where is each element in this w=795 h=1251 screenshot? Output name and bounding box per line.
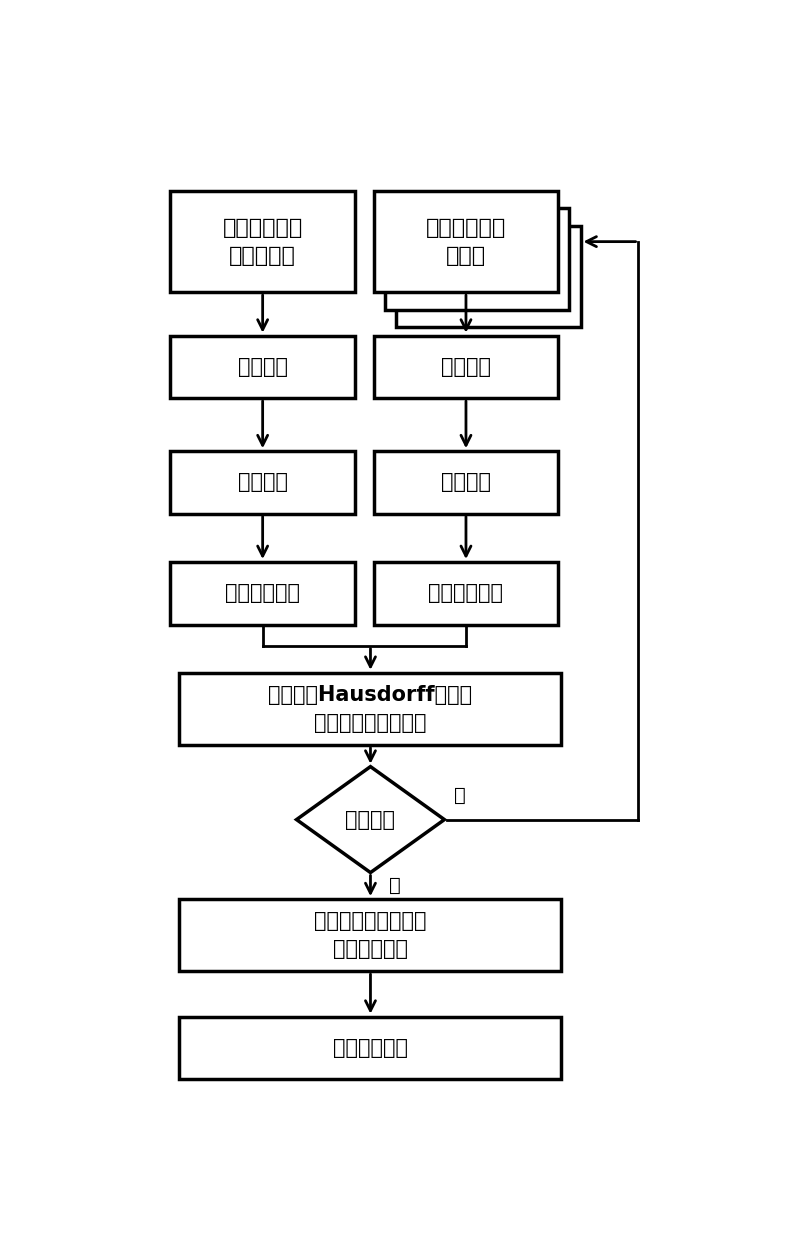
Bar [396,225,580,327]
Text: 确定土壤类型: 确定土壤类型 [333,1038,408,1058]
Bar [374,562,558,624]
Text: 光谱曲面生成: 光谱曲面生成 [429,583,503,603]
Bar [180,1017,561,1080]
Text: 光谱曲面生成: 光谱曲面生成 [225,583,301,603]
Bar [180,673,561,744]
Text: 土壤剖面光谱
数据库: 土壤剖面光谱 数据库 [426,218,506,265]
Polygon shape [297,767,444,873]
Text: 匹配完成: 匹配完成 [346,809,395,829]
Bar [170,562,355,624]
Bar [374,452,558,514]
Text: 基于平均Hausdorff距离的
光谱曲面相似性计算: 基于平均Hausdorff距离的 光谱曲面相似性计算 [269,684,472,733]
Bar [374,191,558,293]
Text: 否: 否 [454,786,465,806]
Text: 插值处理: 插值处理 [238,357,288,377]
Text: 确定最大匹配相似度
（最小距离）: 确定最大匹配相似度 （最小距离） [314,911,427,960]
Text: 求导处理: 求导处理 [441,473,491,493]
Bar [374,335,558,398]
Bar [170,452,355,514]
Bar [170,335,355,398]
Text: 是: 是 [389,876,401,896]
Text: 待识别土壤剖
面光谱数据: 待识别土壤剖 面光谱数据 [223,218,303,265]
Bar [385,209,569,309]
Text: 求导处理: 求导处理 [238,473,288,493]
Text: 插值处理: 插值处理 [441,357,491,377]
Bar [170,191,355,293]
Bar [180,899,561,971]
